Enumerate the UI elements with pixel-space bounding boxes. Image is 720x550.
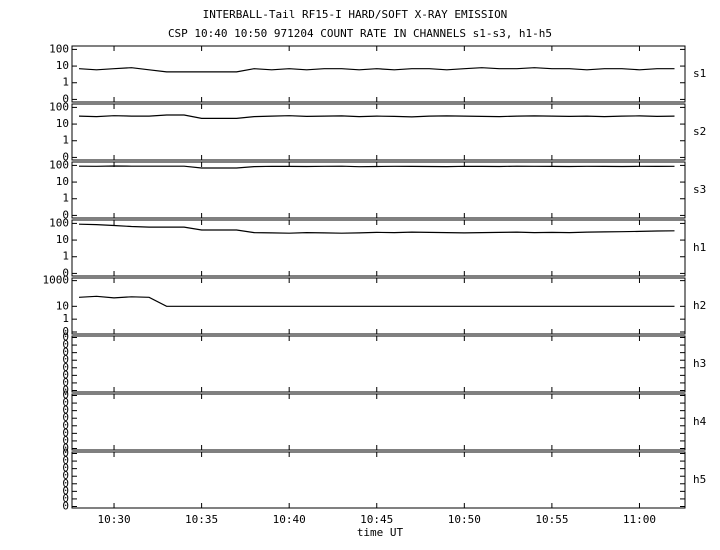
y-tick-label: 0 — [62, 208, 69, 221]
panel-frame — [71, 451, 686, 509]
data-line — [78, 114, 675, 119]
panel-frame — [71, 103, 686, 161]
y-tick-label: 0 — [62, 426, 69, 439]
panel-label: h3 — [693, 357, 706, 370]
y-tick-label: 100 — [49, 216, 69, 229]
y-tick-label: 0 — [62, 499, 69, 512]
y-tick-label: 100 — [49, 42, 69, 55]
y-tick-label: 10 — [56, 117, 69, 130]
data-line — [78, 295, 675, 307]
panel-label: s1 — [693, 67, 706, 80]
x-tick-label: 11:00 — [623, 513, 656, 526]
y-tick-label: 10 — [56, 233, 69, 246]
y-tick-label: 0 — [62, 376, 69, 389]
panel-frame — [71, 45, 686, 103]
y-tick-label: 100 — [49, 100, 69, 113]
x-tick-label: 10:30 — [97, 513, 130, 526]
y-tick-label: 0 — [62, 404, 69, 417]
y-tick-label: 0 — [62, 492, 69, 505]
y-tick-label: 1 — [62, 250, 69, 263]
y-tick-label: 0 — [62, 338, 69, 351]
y-tick-label: 10 — [56, 59, 69, 72]
y-tick-label: 0 — [62, 361, 69, 374]
panel-label: h2 — [693, 299, 706, 312]
panel-label: s3 — [693, 183, 706, 196]
y-tick-label: 0 — [62, 411, 69, 424]
y-tick-label: 100 — [49, 158, 69, 171]
x-tick-label: 10:50 — [448, 513, 481, 526]
panel-frame — [71, 219, 686, 277]
y-tick-label: 1 — [62, 312, 69, 325]
y-tick-label: 1 — [62, 192, 69, 205]
y-tick-label: 0 — [62, 484, 69, 497]
y-tick-label: 0 — [62, 462, 69, 475]
y-tick-label: 0 — [62, 454, 69, 467]
y-tick-label: 0 — [62, 434, 69, 447]
y-tick-label: 0 — [62, 266, 69, 279]
x-tick-label: 10:35 — [185, 513, 218, 526]
panel-label: s2 — [693, 125, 706, 138]
y-tick-label: 0 — [62, 368, 69, 381]
panel-label: h5 — [693, 473, 706, 486]
y-tick-label: 10 — [56, 175, 69, 188]
x-tick-label: 10:40 — [273, 513, 306, 526]
panel-frame — [71, 335, 686, 393]
y-tick-label: 0 — [62, 477, 69, 490]
y-tick-label: 1 — [62, 134, 69, 147]
y-tick-label: 0 — [62, 389, 69, 402]
panel-frame — [71, 393, 686, 451]
x-axis-label: time UT — [357, 526, 404, 539]
y-tick-label: 1 — [62, 76, 69, 89]
y-tick-label: 0 — [62, 92, 69, 105]
data-line — [78, 67, 675, 73]
y-tick-label: 0 — [62, 346, 69, 359]
panel-label: h4 — [693, 415, 707, 428]
y-tick-label: 0 — [62, 441, 69, 454]
y-tick-label: 0 — [62, 353, 69, 366]
y-tick-label: 10 — [56, 299, 69, 312]
panel-label: h1 — [693, 241, 706, 254]
panel-frame — [71, 161, 686, 219]
y-tick-label: 0 — [62, 325, 69, 338]
y-tick-label: 0 — [62, 447, 69, 460]
x-tick-label: 10:45 — [360, 513, 393, 526]
y-tick-label: 0 — [62, 419, 69, 432]
chart-title: INTERBALL-Tail RF15-I HARD/SOFT X-RAY EM… — [203, 8, 508, 21]
chart-subtitle: CSP 10:40 10:50 971204 COUNT RATE IN CHA… — [168, 27, 552, 40]
y-tick-label: 0 — [62, 469, 69, 482]
y-tick-label: 0 — [62, 331, 69, 344]
data-line — [78, 223, 675, 234]
y-tick-label: 0 — [62, 396, 69, 409]
data-line — [78, 165, 675, 169]
y-tick-label: 0 — [62, 383, 69, 396]
y-tick-label: 1000 — [43, 274, 70, 287]
x-tick-label: 10:55 — [535, 513, 568, 526]
y-tick-label: 0 — [62, 150, 69, 163]
